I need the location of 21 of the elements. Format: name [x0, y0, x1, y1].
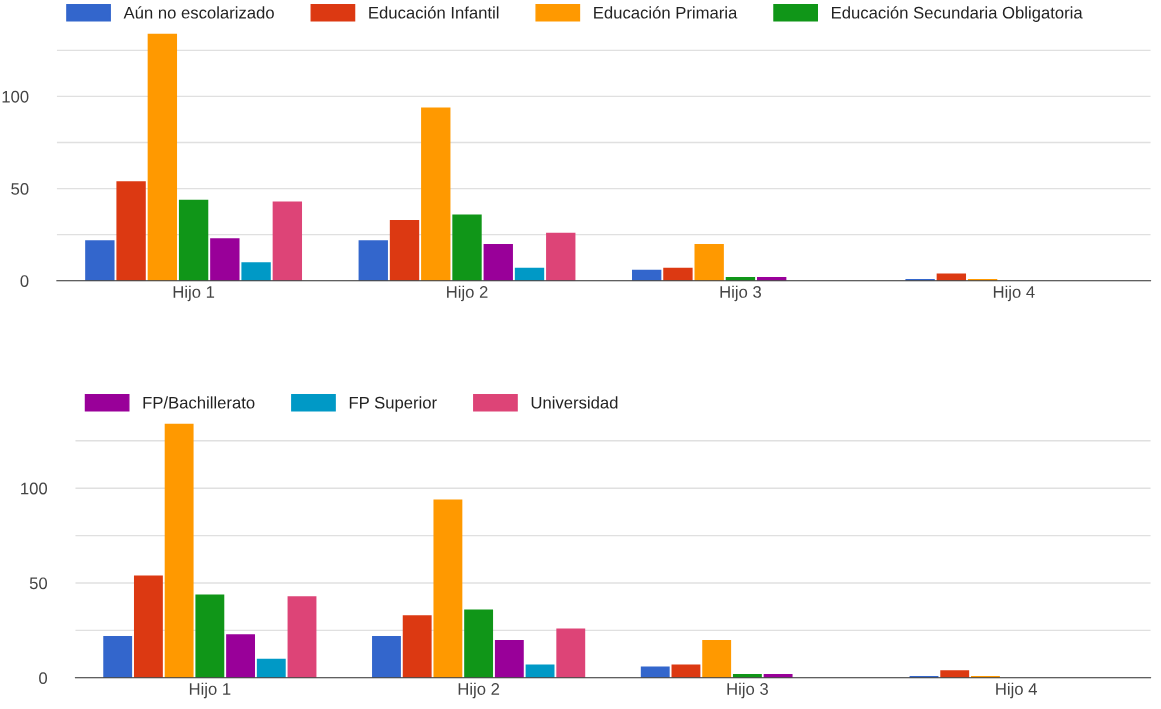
legend-label: Aún no escolarizado: [123, 6, 274, 19]
legend-label: Educación Infantil: [369, 6, 499, 19]
y-tick-label: 50: [11, 183, 29, 195]
x-tick-label: Hijo 1: [189, 682, 231, 699]
x-tick-label: Hijo 2: [458, 682, 500, 699]
x-tick-label: Hijo 4: [996, 682, 1037, 699]
x-tick-label: Hijo 1: [173, 285, 215, 302]
y-tick-label: 100: [21, 482, 48, 495]
legend-label: Educación Primaria: [594, 6, 738, 19]
x-tick-label: Hijo 3: [727, 682, 768, 699]
legend-label: Educación Secundaria Obligatoria: [832, 6, 1083, 22]
y-tick-label: 0: [20, 275, 29, 287]
y-tick-label: 100: [2, 90, 29, 103]
legend-label: Universidad: [531, 396, 618, 409]
y-tick-label: 0: [39, 672, 48, 685]
x-tick-label: Hijo 4: [993, 285, 1035, 302]
legend-label: FP Superior: [349, 396, 437, 412]
x-tick-label: Hijo 3: [720, 285, 761, 302]
x-tick-label: Hijo 2: [447, 285, 488, 302]
y-tick-label: 50: [29, 577, 48, 590]
legend-label: FP/Bachillerato: [143, 396, 255, 409]
